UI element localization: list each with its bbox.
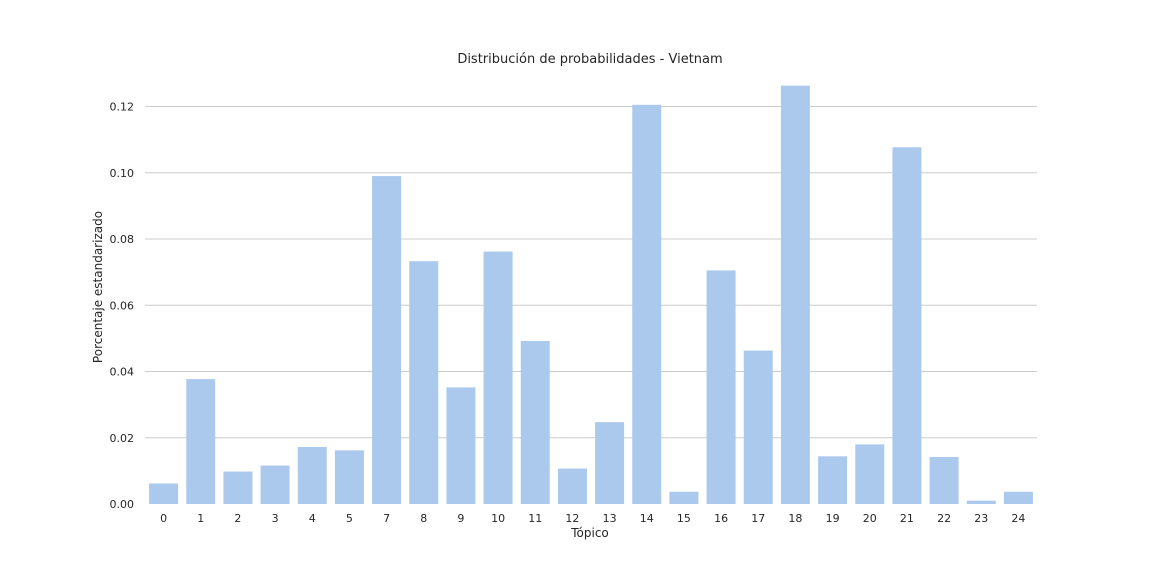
x-tick-label: 21 (900, 512, 914, 525)
x-tick-label: 23 (974, 512, 988, 525)
x-tick-label: 17 (751, 512, 765, 525)
bar-topic-15 (669, 492, 698, 504)
bar-topic-11 (521, 341, 550, 504)
y-tick-label: 0.12 (110, 101, 135, 114)
y-tick-label: 0.08 (110, 233, 135, 246)
bar-topic-8 (409, 261, 438, 504)
x-tick-label: 7 (383, 512, 390, 525)
x-tick-label: 18 (788, 512, 802, 525)
y-tick-label: 0.04 (110, 366, 135, 379)
x-tick-label: 1 (197, 512, 204, 525)
x-tick-label: 20 (863, 512, 877, 525)
x-axis-title: Tópico (570, 526, 609, 540)
x-tick-label: 14 (640, 512, 654, 525)
y-tick-label: 0.02 (110, 432, 135, 445)
bar-topic-18 (781, 86, 810, 504)
y-tick-label: 0.00 (110, 498, 135, 511)
bar-topic-13 (595, 422, 624, 504)
bar-topic-21 (892, 147, 921, 504)
bars (149, 86, 1033, 504)
x-tick-label: 24 (1011, 512, 1025, 525)
y-tick-label: 0.06 (110, 299, 135, 312)
x-tick-label: 0 (160, 512, 167, 525)
bar-topic-20 (855, 444, 884, 504)
x-tick-label: 22 (937, 512, 951, 525)
bar-topic-14 (632, 105, 661, 504)
x-tick-label: 16 (714, 512, 728, 525)
bar-topic-2 (223, 472, 252, 504)
y-axis-title: Porcentaje estandarizado (91, 211, 105, 363)
x-tick-label: 15 (677, 512, 691, 525)
bar-topic-3 (261, 466, 290, 504)
x-tick-label: 2 (234, 512, 241, 525)
x-tick-label: 12 (565, 512, 579, 525)
bar-topic-0 (149, 483, 178, 504)
bar-topic-23 (967, 501, 996, 504)
x-tick-label: 3 (272, 512, 279, 525)
bar-topic-19 (818, 456, 847, 504)
bar-topic-5 (335, 450, 364, 504)
bar-topic-4 (298, 447, 327, 504)
bar-topic-10 (484, 252, 513, 504)
x-tick-label: 19 (826, 512, 840, 525)
x-tick-label: 11 (528, 512, 542, 525)
x-tick-label: 10 (491, 512, 505, 525)
x-tick-label: 8 (420, 512, 427, 525)
bar-topic-16 (707, 270, 736, 504)
bar-topic-17 (744, 351, 773, 504)
bar-topic-1 (186, 379, 215, 504)
bar-topic-12 (558, 469, 587, 504)
x-tick-label: 13 (603, 512, 617, 525)
bar-topic-24 (1004, 492, 1033, 504)
bar-topic-7 (372, 176, 401, 504)
y-axis-ticks: 0.00 0.02 0.04 0.06 0.08 0.10 0.12 (110, 101, 135, 512)
chart-title: Distribución de probabilidades - Vietnam (457, 52, 722, 67)
x-tick-label: 4 (309, 512, 316, 525)
bar-topic-22 (930, 457, 959, 504)
x-tick-label: 5 (346, 512, 353, 525)
x-axis-ticks: 0 1 2 3 4 5 7 8 9 10 11 12 13 14 15 16 17 18 19 20 21 22 23 24 (160, 512, 1025, 525)
bar-topic-9 (446, 387, 475, 504)
y-tick-label: 0.10 (110, 167, 135, 180)
x-tick-label: 9 (457, 512, 464, 525)
